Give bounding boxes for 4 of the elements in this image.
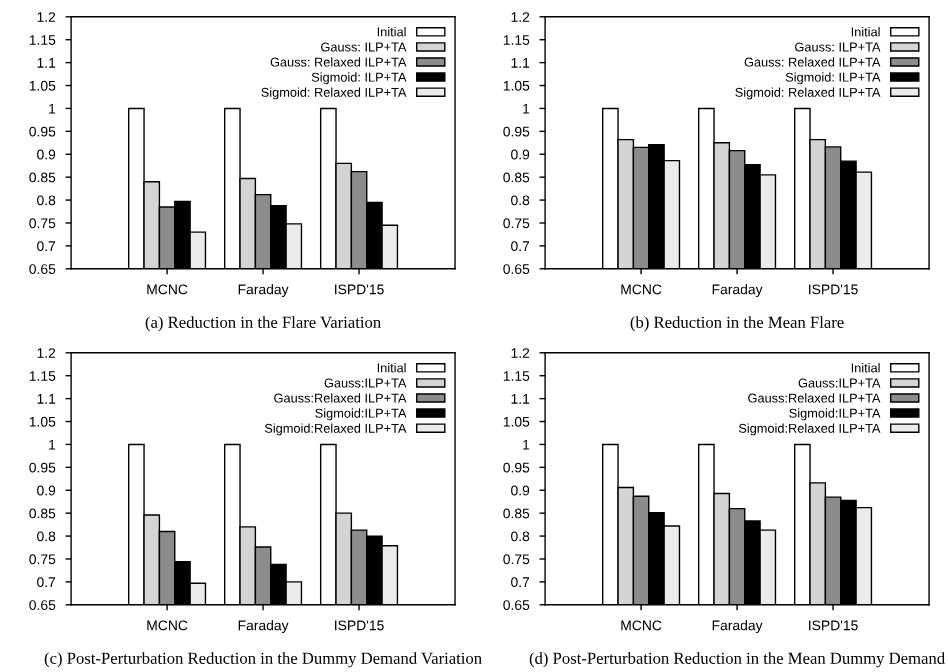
text: (b) Reduction in the Mean Flare — [630, 316, 844, 332]
text: (a) Reduction in the Flare Variation — [145, 316, 381, 332]
text: (d) Post-Perturbation Reduction in the Mean Dummy Demand — [529, 652, 945, 668]
text: (c) Post-Perturbation Reduction in the Dummy Demand Variation — [44, 652, 482, 668]
